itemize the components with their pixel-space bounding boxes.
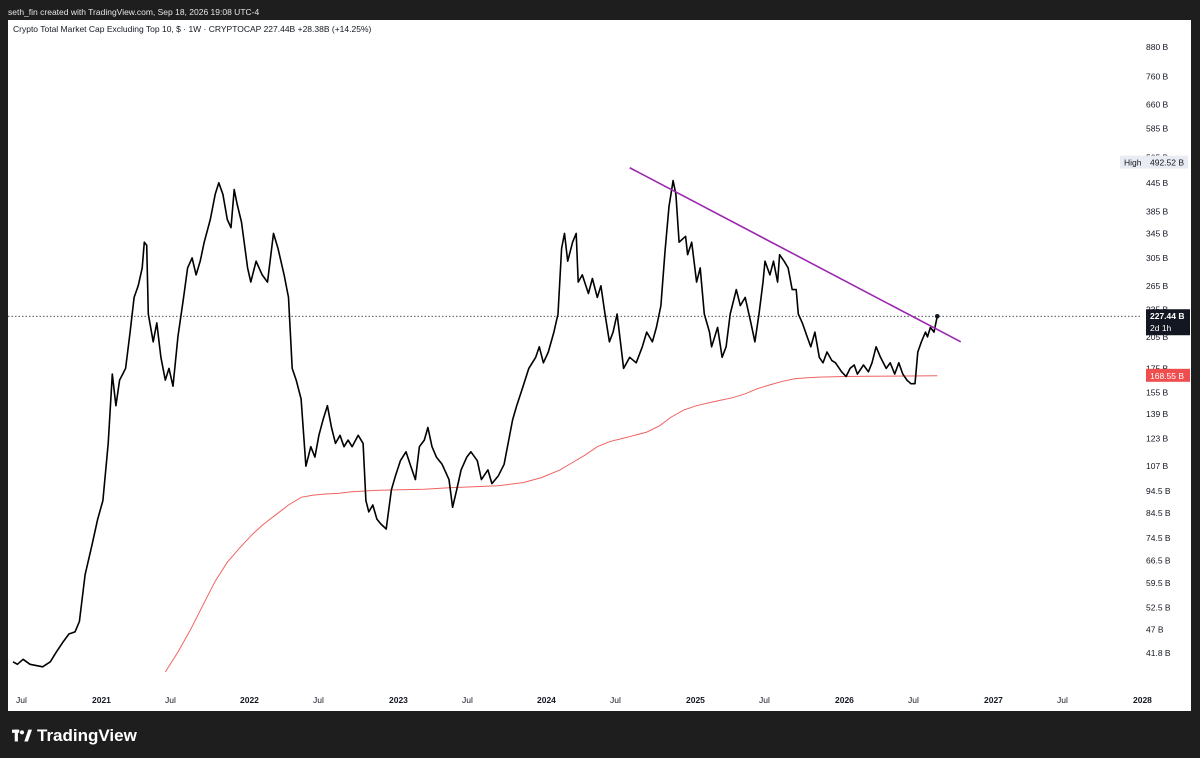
x-tick-label: Jul	[165, 695, 176, 705]
x-tick-label: 2028	[1133, 695, 1152, 705]
x-tick-label: Jul	[908, 695, 919, 705]
price-line	[12, 179, 939, 668]
y-tick-label: 385 B	[1146, 207, 1169, 217]
ma-value: 168.55 B	[1150, 371, 1184, 381]
last-price-dot	[934, 313, 940, 319]
y-tick-label: 52.5 B	[1146, 603, 1171, 613]
x-tick-label: 2023	[389, 695, 408, 705]
moving-average-line	[164, 375, 938, 673]
y-tick-label: 345 B	[1146, 228, 1169, 238]
x-tick-label: 2024	[537, 695, 556, 705]
y-tick-label: 880 B	[1146, 42, 1169, 52]
x-tick-label: 2022	[240, 695, 259, 705]
x-tick-label: Jul	[610, 695, 621, 705]
tradingview-brand[interactable]: TradingView	[12, 726, 137, 746]
y-tick-label: 139 B	[1146, 409, 1169, 419]
y-tick-label: 205 B	[1146, 332, 1169, 342]
y-tick-label: 155 B	[1146, 387, 1169, 397]
y-tick-label: 107 B	[1146, 461, 1169, 471]
y-tick-label: 123 B	[1146, 433, 1169, 443]
high-value-badge-bg	[1146, 155, 1188, 169]
brand-text: TradingView	[37, 726, 137, 745]
change-value: +28.38B (+14.25%)	[297, 24, 372, 34]
high-value: 492.52 B	[1150, 158, 1184, 168]
symbol-name: Crypto Total Market Cap Excluding Top 10…	[13, 24, 262, 34]
x-tick-label: Jul	[1057, 695, 1068, 705]
y-tick-label: 585 B	[1146, 123, 1169, 133]
y-tick-label: 445 B	[1146, 178, 1169, 188]
y-tick-label: 94.5 B	[1146, 486, 1171, 496]
trendline-drawing[interactable]	[629, 167, 962, 343]
footer-bar: TradingView	[0, 712, 1200, 758]
x-tick-label: Jul	[462, 695, 473, 705]
bar-countdown: 2d 1h	[1150, 323, 1172, 333]
y-tick-label: 175 B	[1146, 363, 1169, 373]
y-tick-label: 660 B	[1146, 99, 1169, 109]
x-tick-label: Jul	[313, 695, 324, 705]
attribution-text: seth_fin created with TradingView.com, S…	[8, 7, 260, 17]
x-tick-label: Jul	[759, 695, 770, 705]
y-tick-label: 84.5 B	[1146, 508, 1171, 518]
last-value: 227.44B	[263, 24, 296, 34]
x-tick-label: Jul	[16, 695, 27, 705]
last-price-value: 227.44 B	[1150, 311, 1185, 321]
y-tick-label: 305 B	[1146, 253, 1169, 263]
time-axis[interactable]: Jul 2021 Jul 2022 Jul 2023 Jul 2024 Jul 2025 Jul 20…	[16, 695, 1152, 705]
ma-badge-bg	[1146, 368, 1190, 382]
series-legend[interactable]: Crypto Total Market Cap Excluding Top 10…	[13, 24, 371, 34]
last-price-badge-bg	[1146, 309, 1190, 336]
y-tick-label: 265 B	[1146, 281, 1169, 291]
y-tick-label: 41.8 B	[1146, 648, 1171, 658]
y-tick-label: 59.5 B	[1146, 578, 1171, 588]
high-label: High	[1124, 158, 1142, 168]
x-tick-label: 2026	[835, 695, 854, 705]
y-tick-label: 760 B	[1146, 71, 1169, 81]
x-tick-label: 2021	[92, 695, 111, 705]
x-tick-label: 2025	[686, 695, 705, 705]
tradingview-logo-icon	[12, 729, 32, 742]
x-tick-label: 2027	[984, 695, 1003, 705]
y-tick-label: 47 B	[1146, 625, 1164, 635]
axis-badges: High 492.52 B 227.44 B 2d 1h 168.55 B	[1120, 155, 1190, 382]
y-tick-label: 66.5 B	[1146, 556, 1171, 566]
y-tick-label: 74.5 B	[1146, 533, 1171, 543]
high-badge-bg	[1120, 155, 1146, 169]
